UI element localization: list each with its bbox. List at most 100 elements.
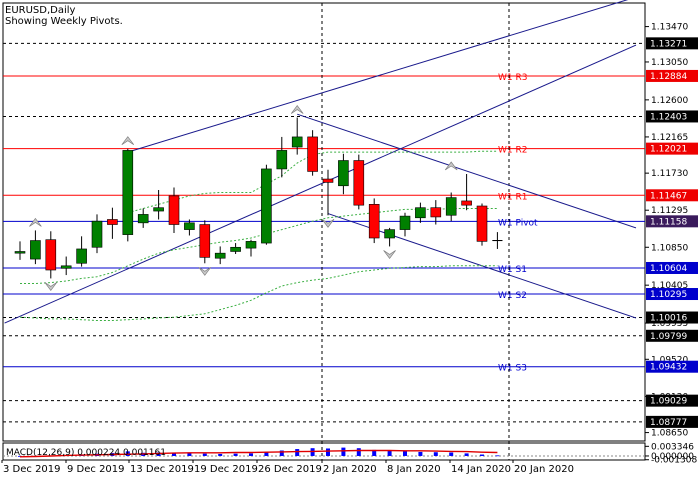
time-axis[interactable]: 3 Dec 2019 9 Dec 2019 13 Dec 2019 19 Dec 20… [1, 460, 574, 475]
pivot-price-tag-box [646, 215, 698, 228]
pivot-price-tag-label: 1.10604 [650, 264, 687, 274]
time-tick-label: 26 Dec 2019 [258, 464, 322, 475]
price-tick-label: 1.09520 [651, 355, 688, 365]
fractal-down-arrow [198, 266, 212, 276]
pivot-price-tag-box [646, 142, 698, 155]
price-tag-box [646, 110, 698, 123]
macd-tick-label: 0.003346 [651, 442, 694, 452]
price-tick-label: 1.09955 [651, 319, 688, 329]
candle-body [184, 222, 195, 230]
candle-body [476, 205, 488, 242]
time-tick-label: 20 Jan 2020 [514, 464, 574, 475]
candle-body [30, 240, 41, 260]
macd-signal-line [19, 449, 498, 458]
candle-body [60, 265, 72, 269]
time-tick-label: 14 Jan 2020 [451, 464, 511, 475]
pivot-level-name: W1 Pivot [498, 218, 538, 228]
pivot-price-tag-box [646, 69, 698, 82]
price-tag-box [646, 415, 698, 428]
macd-histogram-bar [372, 449, 377, 456]
price-axis[interactable]: 1.13470 1.13050 1.12600 1.12165 1.11730 1.112… [645, 23, 698, 466]
chart-subtitle: Showing Weekly Pivots. [5, 16, 123, 27]
pivot-price-tag-label: 1.10295 [650, 290, 687, 300]
moving-average-line [20, 208, 498, 284]
price-tick-label: 1.10405 [651, 281, 688, 291]
candle-body [353, 160, 365, 206]
candle-body [214, 252, 226, 259]
candle-body [445, 197, 457, 216]
time-tick-label: 3 Dec 2019 [3, 464, 61, 475]
candle-body [322, 178, 334, 183]
price-tag-box [646, 329, 698, 342]
candle-body [122, 150, 134, 235]
candle-body [76, 248, 87, 264]
macd-histogram-bar [464, 453, 469, 456]
fractal-up-arrow [290, 104, 304, 114]
trendline [4, 44, 637, 324]
fractal-up-arrow [121, 136, 135, 146]
trendline [297, 113, 637, 229]
price-tick-label: 1.13470 [651, 23, 688, 33]
candle-body [107, 219, 118, 225]
candle-body [384, 229, 395, 239]
trendline [127, 0, 629, 153]
time-tick-label: 2 Jan 2020 [323, 464, 377, 475]
pivot-level-name: W1 R3 [498, 73, 527, 83]
moving-averages [19, 150, 498, 321]
pivot-level-name: W1 R2 [498, 146, 527, 156]
price-tag-label: 1.13271 [650, 39, 687, 49]
macd-histogram-bar [403, 451, 407, 456]
candle-body [415, 207, 426, 219]
macd-histogram-bar [279, 450, 284, 456]
price-tick-label: 1.12165 [651, 133, 688, 143]
pivot-price-tag-box [646, 261, 698, 274]
candle-body [168, 195, 180, 225]
time-tick-label: 19 Dec 2019 [194, 464, 258, 475]
macd-histogram-bar [480, 454, 484, 456]
price-tag-box [646, 311, 698, 324]
candle-body [276, 150, 288, 170]
time-tick-label: 13 Dec 2019 [130, 464, 194, 475]
macd-histogram-bar [295, 449, 300, 456]
macd-histogram-bar [202, 453, 207, 456]
pivot-level-name: W1 S2 [498, 291, 527, 301]
candles [14, 117, 503, 279]
pivot-price-tag-label: 1.12884 [650, 72, 687, 82]
macd-histogram-bar [356, 448, 361, 456]
macd-histogram-bar [387, 450, 392, 456]
macd-histogram-bar [172, 452, 176, 456]
pivot-level-name: W1 S3 [498, 364, 527, 374]
macd-histogram-bar [187, 453, 192, 456]
pivot-price-tag-label: 1.12021 [650, 145, 687, 155]
candle-body [461, 200, 472, 206]
macd-histogram-bar [449, 452, 454, 456]
macd-histogram-bar [218, 453, 223, 456]
price-tag-box [646, 394, 698, 407]
candle-body [14, 251, 26, 254]
macd-histogram-bar [433, 452, 438, 456]
candle-body [430, 207, 442, 218]
macd-histogram-bar [326, 448, 330, 456]
candle-body [137, 214, 149, 224]
candle-body [153, 207, 164, 212]
candle-body [230, 246, 241, 252]
macd-histogram-bar [233, 453, 238, 456]
candle-body [307, 136, 318, 172]
price-tag-label: 1.10016 [650, 314, 687, 324]
macd-histogram-bar [495, 455, 500, 457]
pivot-price-tag-label: 1.09432 [650, 363, 687, 373]
vertical-markers [321, 3, 510, 460]
price-tick-label: 1.11295 [651, 206, 688, 216]
candle-body [199, 224, 211, 258]
dashed-levels [3, 42, 645, 423]
candle-body [45, 239, 57, 271]
pivot-level-name: W1 R1 [498, 192, 527, 202]
candle-body [91, 220, 103, 248]
fractal-down-arrow [44, 282, 58, 292]
macd-histogram-bar [418, 451, 423, 456]
macd-indicator [3, 447, 645, 458]
macd-histogram-bar [156, 452, 161, 456]
macd-histogram-bar [341, 447, 346, 456]
